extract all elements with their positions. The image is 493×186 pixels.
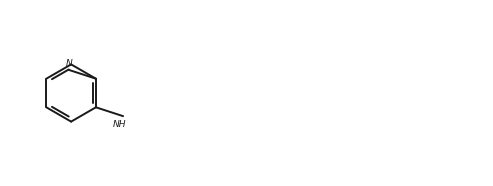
Text: N: N	[65, 59, 72, 68]
Text: NH: NH	[113, 120, 126, 129]
